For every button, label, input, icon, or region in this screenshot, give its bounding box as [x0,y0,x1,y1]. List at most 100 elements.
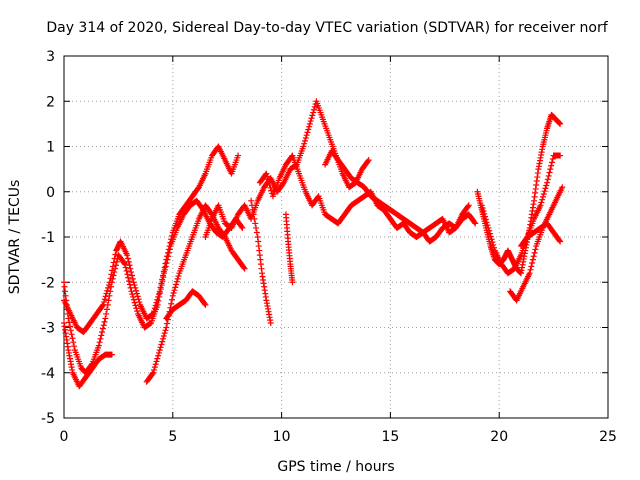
data-point-marker [162,327,169,334]
data-point-marker [151,364,158,371]
x-tick-label: 15 [381,429,399,445]
data-point-marker [478,202,485,209]
data-point-marker [162,263,169,270]
data-point-marker [166,246,173,253]
data-point-marker [489,239,496,246]
data-point-marker [154,301,161,308]
data-point-marker [529,256,536,263]
data-point-marker [202,301,209,308]
x-tick-label: 0 [60,429,69,445]
y-tick-label: -3 [41,321,55,337]
data-point-marker [556,237,563,244]
data-point-marker [539,193,546,200]
data-point-marker [248,202,255,209]
data-point-marker [164,256,171,263]
series-track-3 [61,319,115,390]
data-point-marker [112,262,119,269]
data-point-marker [165,253,172,260]
data-point-marker [306,120,313,127]
y-tick-label: -1 [41,230,55,246]
data-point-marker [241,265,248,272]
data-point-marker [131,299,138,306]
data-point-marker [67,327,74,334]
data-point-marker [163,324,170,331]
data-point-marker [101,318,108,325]
series-track-13 [507,184,566,304]
data-point-marker [248,197,255,204]
data-point-marker [544,176,551,183]
data-point-marker [547,166,554,173]
series-track-12 [478,152,564,277]
data-point-marker [122,264,129,271]
data-point-marker [249,206,256,213]
data-point-marker [150,369,157,376]
data-point-marker [306,123,313,130]
data-point-marker [263,170,270,177]
x-tick-label: 25 [599,429,617,445]
chart-title: Day 314 of 2020, Sidereal Day-to-day VTE… [46,20,608,36]
data-point-marker [133,305,140,312]
data-point-marker [112,265,119,272]
data-point-marker [71,343,78,350]
data-point-marker [484,222,491,229]
data-point-marker [252,220,259,227]
data-point-marker [161,270,168,277]
data-point-marker [529,260,536,267]
data-point-marker [124,252,131,259]
data-point-marker [548,162,555,169]
data-point-marker [105,297,112,304]
data-point-marker [99,303,106,310]
data-point-marker [159,338,166,345]
data-point-marker [528,263,535,270]
data-point-marker [557,238,564,245]
y-tick-label: 2 [46,94,55,110]
data-point-marker [160,332,167,339]
data-point-marker [134,308,141,315]
tick-layer: 0 5 10 15 20 25 -5 -4 -3 -2 -1 0 1 2 3 [41,49,617,445]
data-point-marker [302,135,309,142]
data-point-marker [482,213,489,220]
data-point-marker [128,269,135,276]
data-point-marker [157,286,164,293]
data-point-marker [175,273,182,280]
data-point-marker [265,179,272,186]
data-point-marker [264,173,271,180]
y-tick-label: -2 [41,275,55,291]
data-point-marker [171,287,178,294]
data-point-marker [311,103,318,110]
data-point-marker [307,118,314,125]
data-point-marker [161,266,168,273]
series-track-10 [322,148,472,236]
data-point-marker [113,258,120,265]
y-tick-label: 0 [46,185,55,201]
data-point-marker [98,332,105,339]
data-point-marker [165,249,172,256]
data-point-marker [539,196,546,203]
data-point-marker [99,325,106,332]
data-point-marker [126,281,133,288]
data-point-marker [545,172,552,179]
data-point-marker [125,274,132,281]
data-point-marker [105,284,112,291]
data-point-marker [251,215,258,222]
data-point-marker [308,115,315,122]
data-point-marker [472,220,479,227]
data-point-marker [127,284,134,291]
data-point-marker [240,264,247,271]
data-point-marker [106,292,113,299]
data-point-marker [482,216,489,223]
data-point-marker [155,349,162,356]
data-point-marker [537,202,544,209]
data-point-marker [100,322,107,329]
data-point-marker [301,140,308,147]
data-point-marker [108,279,115,286]
data-point-marker [486,227,493,234]
data-point-marker [480,207,487,214]
data-point-marker [301,137,308,144]
data-point-marker [126,278,133,285]
x-tick-label: 10 [273,429,291,445]
series-track-7 [248,197,274,326]
data-point-marker [109,275,116,282]
data-point-marker [267,184,274,191]
